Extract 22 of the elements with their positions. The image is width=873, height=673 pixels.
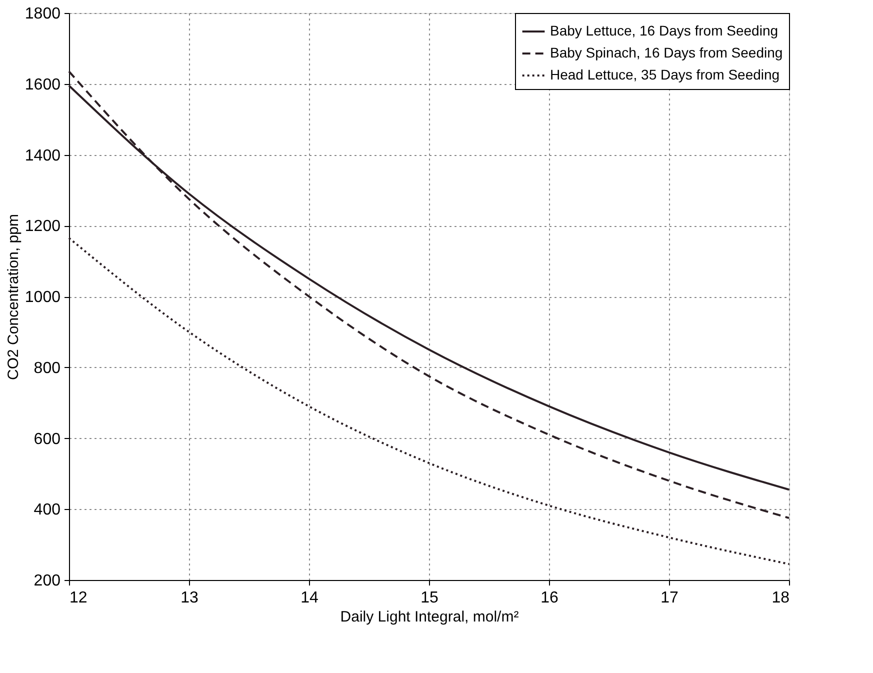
y-tick-label: 1400 xyxy=(24,147,61,164)
x-axis-title: Daily Light Integral, mol/m² xyxy=(340,608,519,626)
y-tick-label: 1200 xyxy=(24,218,61,236)
legend-label: Baby Lettuce, 16 Days from Seeding xyxy=(550,22,778,38)
y-tick-label: 800 xyxy=(34,360,61,377)
x-tick-label: 13 xyxy=(180,590,198,606)
y-tick-label: 1800 xyxy=(24,6,61,22)
y-tick-label: 1600 xyxy=(24,76,61,94)
x-tick-label: 16 xyxy=(540,590,558,606)
x-tick-label: 12 xyxy=(70,590,88,606)
y-axis-title: CO2 Concentration, ppm xyxy=(4,214,22,380)
x-tick-label: 14 xyxy=(300,590,318,606)
legend-label: Baby Spinach, 16 Days from Seeding xyxy=(550,44,783,60)
y-tick-label: 200 xyxy=(34,572,61,590)
x-tick-label: 18 xyxy=(772,590,790,606)
line-series xyxy=(68,237,790,566)
y-tick-label: 600 xyxy=(34,430,61,448)
y-tick-label: 1000 xyxy=(24,289,61,306)
x-tick-label: 15 xyxy=(420,590,438,606)
y-tick-label: 400 xyxy=(34,502,61,519)
legend-label: Head Lettuce, 35 Days from Seeding xyxy=(550,66,780,82)
x-tick-label: 17 xyxy=(660,590,678,606)
